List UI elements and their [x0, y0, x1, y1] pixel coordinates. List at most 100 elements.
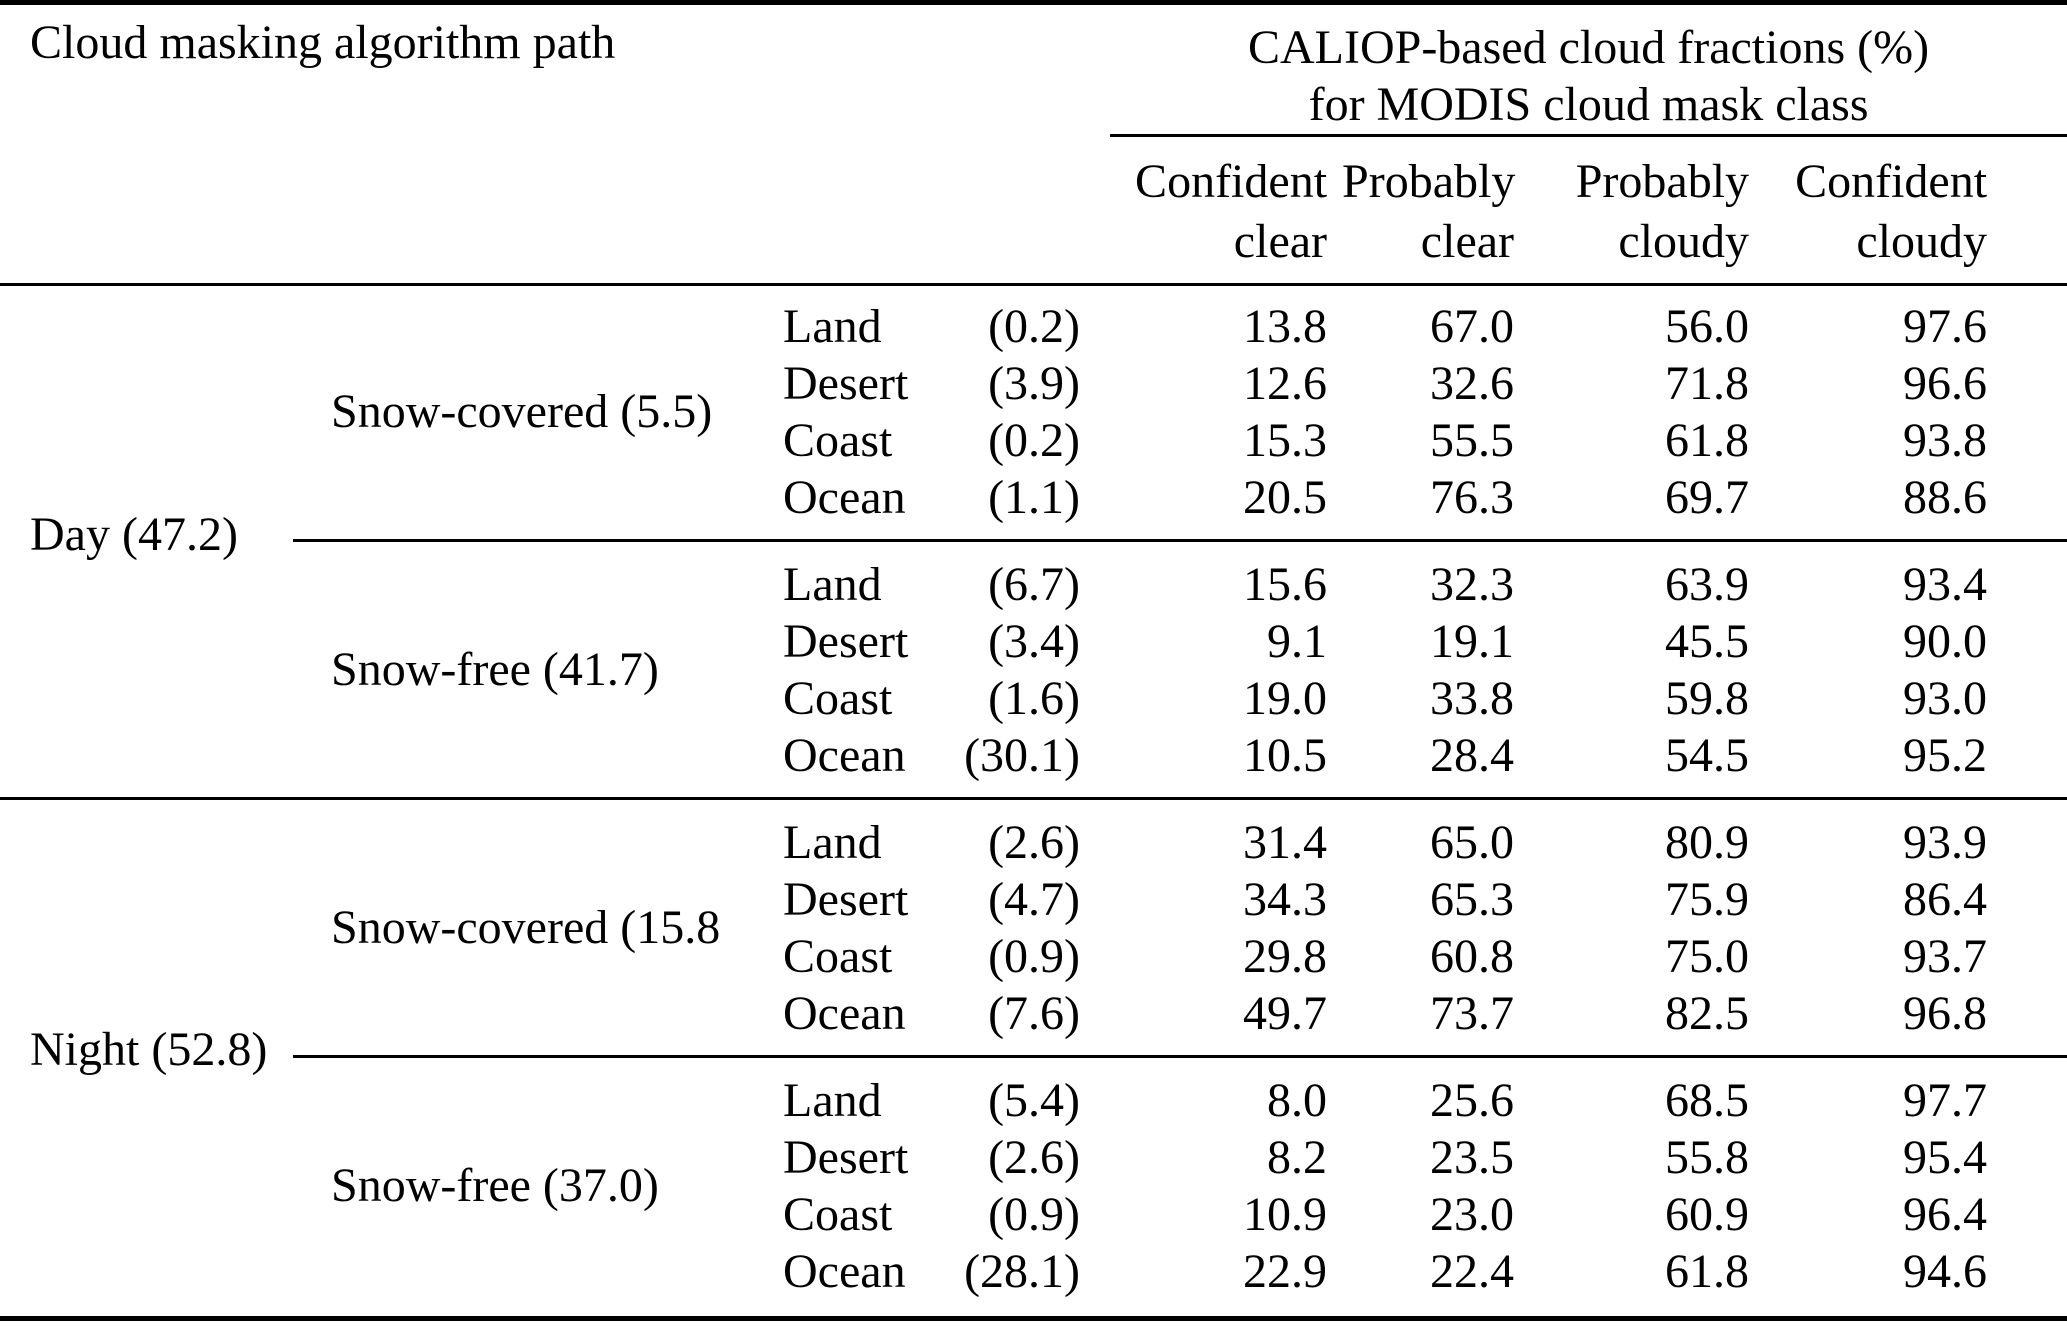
table-row: Snow-covered (5.5) Land (0.2) 13.8 67.0 … [0, 299, 2067, 438]
table-row: Ocean (7.6) 49.7 73.7 82.5 96.8 [0, 986, 2067, 1043]
value-cell: 10.5 [1243, 728, 1328, 782]
value-cell: 59.8 [1665, 671, 1750, 725]
span-header-line1: CALIOP-based cloud fractions (%) [1247, 21, 1930, 74]
value-cell: 61.8 [1665, 413, 1750, 467]
column-header-line: Confident [1135, 155, 1328, 208]
value-cell: 63.9 [1665, 557, 1750, 611]
surface-cell: Coast [783, 929, 893, 983]
day-night-divider-section [0, 784, 2067, 800]
value-cell: 23.0 [1430, 1187, 1515, 1241]
value-cell: 93.4 [1903, 557, 1988, 611]
table-row: Coast (1.6) 19.0 33.8 59.8 93.0 [0, 671, 2067, 728]
fraction-cell: (2.6) [988, 1130, 1081, 1184]
value-cell: 9.1 [1267, 614, 1328, 668]
value-cell: 31.4 [1243, 815, 1328, 869]
value-cell: 55.5 [1430, 413, 1515, 467]
value-cell: 86.4 [1903, 872, 1988, 926]
fraction-cell: (28.1) [964, 1244, 1081, 1298]
column-header-line: Probably [1342, 155, 1516, 208]
value-cell: 96.6 [1903, 356, 1988, 410]
value-cell: 34.3 [1243, 872, 1328, 926]
table-row: Coast (0.9) 10.9 23.0 60.9 96.4 [0, 1187, 2067, 1244]
column-header-line: clear [1233, 215, 1328, 268]
fraction-cell: (1.1) [988, 470, 1081, 524]
night-section: Night (52.8) Snow-covered (15.8) Land (2… [0, 799, 2067, 1301]
fraction-cell: (7.6) [988, 986, 1081, 1040]
value-cell: 13.8 [1243, 299, 1328, 353]
value-cell: 96.4 [1903, 1187, 1988, 1241]
value-cell: 60.9 [1665, 1187, 1750, 1241]
table-row: Ocean (30.1) 10.5 28.4 54.5 95.2 [0, 728, 2067, 785]
value-cell: 54.5 [1665, 728, 1750, 782]
value-cell: 23.5 [1430, 1130, 1515, 1184]
fraction-cell: (3.4) [988, 614, 1081, 668]
value-cell: 93.0 [1903, 671, 1988, 725]
table-row: Snow-covered (15.8) Land (2.6) 31.4 65.0… [0, 815, 2067, 954]
fraction-cell: (0.2) [988, 299, 1081, 353]
table-row: Snow-free (41.7) Land (6.7) 15.6 32.3 63… [0, 557, 2067, 696]
column-header-probably-cloudy: Probably cloudy [1530, 135, 1766, 286]
value-cell: 95.2 [1903, 728, 1988, 782]
value-cell: 45.5 [1665, 614, 1750, 668]
value-cell: 93.9 [1903, 815, 1988, 869]
value-cell: 97.6 [1903, 299, 1988, 353]
snow-group-label: Snow-free (37.0) [331, 1159, 659, 1213]
value-cell: 65.3 [1430, 872, 1515, 926]
table-row: Desert (3.4) 9.1 19.1 45.5 90.0 [0, 614, 2067, 671]
value-cell: 65.0 [1430, 815, 1515, 869]
value-cell: 90.0 [1903, 614, 1988, 668]
fraction-cell: (6.7) [988, 557, 1081, 611]
value-cell: 95.4 [1903, 1130, 1988, 1184]
value-cell: 68.5 [1665, 1073, 1750, 1127]
value-cell: 19.0 [1243, 671, 1328, 725]
value-cell: 73.7 [1430, 986, 1515, 1040]
column-header-line: clear [1420, 215, 1515, 268]
fraction-cell: (0.9) [988, 1187, 1081, 1241]
value-cell: 93.8 [1903, 413, 1988, 467]
column-header-line: cloudy [1856, 215, 1988, 268]
value-cell: 15.6 [1243, 557, 1328, 611]
table-row: Coast (0.9) 29.8 60.8 75.0 93.7 [0, 929, 2067, 986]
surface-cell: Desert [783, 872, 909, 926]
day-section: Day (47.2) Snow-covered (5.5) Land (0.2)… [0, 285, 2067, 785]
value-cell: 49.7 [1243, 986, 1328, 1040]
value-cell: 8.2 [1267, 1130, 1328, 1184]
value-cell: 56.0 [1665, 299, 1750, 353]
surface-cell: Land [783, 557, 882, 611]
table-row: Desert (3.9) 12.6 32.6 71.8 96.6 [0, 356, 2067, 413]
surface-cell: Coast [783, 671, 893, 725]
surface-cell: Desert [783, 614, 909, 668]
value-cell: 22.4 [1430, 1244, 1515, 1298]
table-header: Cloud masking algorithm path CALIOP-base… [0, 2, 2067, 286]
span-header-line2: for MODIS cloud mask class [1308, 78, 1869, 131]
value-cell: 60.8 [1430, 929, 1515, 983]
value-cell: 28.4 [1430, 728, 1515, 782]
surface-cell: Ocean [783, 728, 906, 782]
surface-cell: Land [783, 1073, 882, 1127]
fraction-cell: (5.4) [988, 1073, 1081, 1127]
table-row: Desert (2.6) 8.2 23.5 55.8 95.4 [0, 1130, 2067, 1187]
table-row: Coast (0.2) 15.3 55.5 61.8 93.8 [0, 413, 2067, 470]
surface-cell: Desert [783, 1130, 909, 1184]
surface-cell: Ocean [783, 470, 906, 524]
value-cell: 8.0 [1267, 1073, 1328, 1127]
table-row: Ocean (1.1) 20.5 76.3 69.7 88.6 [0, 470, 2067, 527]
snow-group-label: Snow-covered (5.5) [331, 385, 713, 439]
value-cell: 32.3 [1430, 557, 1515, 611]
value-cell: 55.8 [1665, 1130, 1750, 1184]
value-cell: 97.7 [1903, 1073, 1988, 1127]
value-cell: 15.3 [1243, 413, 1328, 467]
column-header-confident-cloudy: Confident cloudy [1765, 135, 2067, 286]
value-cell: 82.5 [1665, 986, 1750, 1040]
snow-group-divider [293, 526, 2067, 542]
period-label-night: Night (52.8) [30, 1022, 268, 1076]
snow-group-divider [293, 1042, 2067, 1058]
day-night-divider [0, 784, 2067, 800]
value-cell: 25.6 [1430, 1073, 1515, 1127]
value-cell: 80.9 [1665, 815, 1750, 869]
value-cell: 94.6 [1903, 1244, 1988, 1298]
surface-cell: Desert [783, 356, 909, 410]
fraction-cell: (2.6) [988, 815, 1081, 869]
